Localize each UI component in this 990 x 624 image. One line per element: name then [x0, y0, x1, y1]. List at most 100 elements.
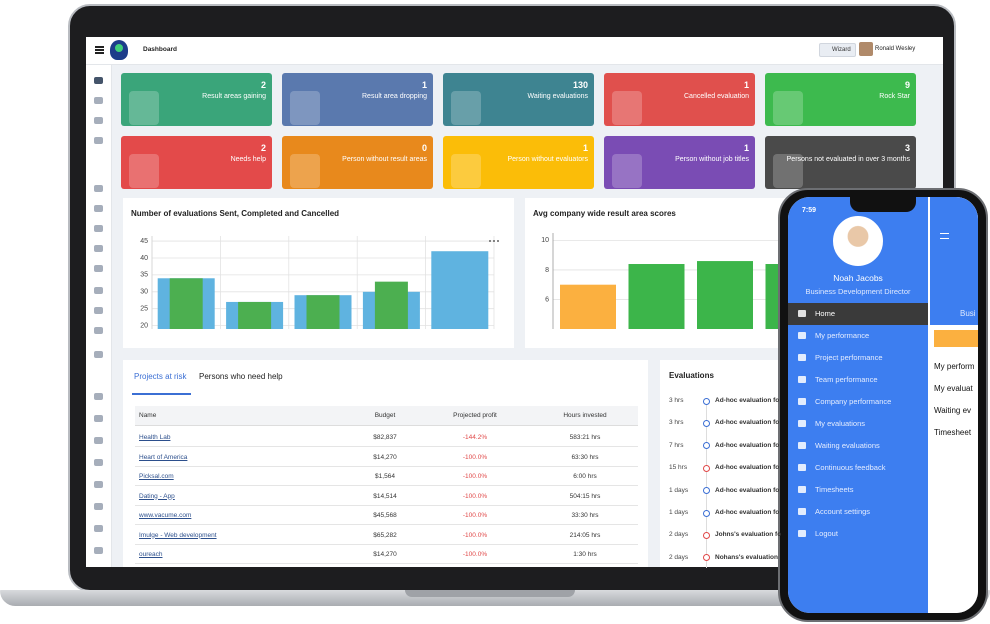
stat-tile[interactable]: 0 Person without result areas: [282, 136, 433, 189]
nav-icon[interactable]: [94, 503, 103, 510]
menu-item[interactable]: My performance: [788, 325, 928, 347]
nav-icon[interactable]: [94, 117, 103, 124]
evaluation-item[interactable]: Ad-hoc evaluation fo: [715, 464, 780, 472]
nav-icon[interactable]: [94, 481, 103, 488]
tile-count: 1: [421, 80, 427, 90]
nav-icon[interactable]: [94, 351, 103, 358]
timeline-dot: [703, 397, 710, 405]
cell: $1,564: [375, 473, 395, 480]
tile-icon: [290, 154, 320, 188]
menu-item[interactable]: Account settings: [788, 501, 928, 523]
menu-icon: [798, 486, 806, 493]
stat-tile[interactable]: 1 Result area dropping: [282, 73, 433, 126]
nav-icon[interactable]: [94, 525, 103, 532]
stat-tile[interactable]: 2 Needs help: [121, 136, 272, 189]
panel-title: Evaluations: [669, 371, 714, 380]
evaluation-item[interactable]: Johns's evaluation fo: [715, 531, 782, 539]
tile-label: Result areas gaining: [202, 93, 266, 100]
nav-icon[interactable]: [94, 185, 103, 192]
menu-item[interactable]: Continuous feedback: [788, 457, 928, 479]
project-link[interactable]: Heart of America: [139, 453, 188, 461]
nav-icon[interactable]: [94, 205, 103, 212]
nav-icon[interactable]: [94, 327, 103, 334]
evaluation-item[interactable]: Ad-hoc evaluation fo: [715, 441, 780, 449]
stat-tile[interactable]: 3 Persons not evaluated in over 3 months: [765, 136, 916, 189]
menu-label: Team performance: [815, 375, 878, 384]
nav-icon[interactable]: [94, 393, 103, 400]
menu-item[interactable]: Logout: [788, 523, 928, 545]
tile-icon: [451, 154, 481, 188]
menu-item[interactable]: Company performance: [788, 391, 928, 413]
nav-icon[interactable]: [94, 245, 103, 252]
evaluation-item[interactable]: Ad-hoc evaluation fo: [715, 419, 780, 427]
tile-label: Person without result areas: [342, 156, 427, 163]
cell: 1:30 hrs: [573, 551, 597, 558]
laptop-notch: [405, 590, 575, 597]
tile-label: Cancelled evaluation: [684, 93, 749, 100]
menu-icon: [798, 530, 806, 537]
stat-tile[interactable]: 1 Person without evaluators: [443, 136, 594, 189]
time-ago: 3 hrs: [669, 419, 684, 427]
stat-tile[interactable]: 130 Waiting evaluations: [443, 73, 594, 126]
tile-label: Rock Star: [879, 93, 910, 100]
list-item[interactable]: My evaluat: [934, 384, 973, 393]
menu-label: Home: [815, 309, 836, 318]
tile-label: Waiting evaluations: [527, 93, 588, 100]
stat-tile[interactable]: 1 Person without job titles: [604, 136, 755, 189]
nav-icon[interactable]: [94, 459, 103, 466]
project-link[interactable]: Health Lab: [139, 434, 171, 441]
list-item[interactable]: Waiting ev: [934, 406, 972, 415]
list-item[interactable]: Timesheet: [934, 428, 972, 437]
tile-count: 2: [260, 80, 266, 90]
nav-icon[interactable]: [94, 97, 103, 104]
nav-icon[interactable]: [94, 307, 103, 314]
project-link[interactable]: Picksal.com: [139, 473, 174, 480]
stat-tile[interactable]: 9 Rock Star: [765, 73, 916, 126]
menu-item[interactable]: Team performance: [788, 369, 928, 391]
project-link[interactable]: Imulge - Web development: [139, 531, 217, 539]
evaluation-item[interactable]: Ad-hoc evaluation fo: [715, 486, 780, 494]
nav-icon[interactable]: [94, 265, 103, 272]
timeline-dot: [703, 419, 710, 427]
time-ago: 2 days: [669, 553, 689, 561]
nav-icon[interactable]: [94, 287, 103, 294]
evaluation-item[interactable]: Nohans's evaluation: [715, 553, 778, 561]
menu-item[interactable]: My evaluations: [788, 413, 928, 435]
user-avatar[interactable]: [859, 42, 873, 56]
menu-item[interactable]: Timesheets: [788, 479, 928, 501]
time-ago: 7 hrs: [669, 441, 684, 449]
menu-icon: [798, 354, 806, 361]
tile-count: 1: [743, 80, 749, 90]
project-link[interactable]: www.vacume.com: [139, 512, 192, 519]
user-name[interactable]: Ronald Wesley: [875, 46, 916, 52]
tab[interactable]: Persons who need help: [199, 372, 283, 381]
app-bar: [930, 197, 978, 325]
nav-icon[interactable]: [94, 547, 103, 554]
menu-button[interactable]: [95, 46, 104, 54]
nav-icon[interactable]: [94, 225, 103, 232]
stat-tile[interactable]: 2 Result areas gaining: [121, 73, 272, 126]
stat-tile[interactable]: 1 Cancelled evaluation: [604, 73, 755, 126]
tab[interactable]: Projects at risk: [134, 372, 187, 381]
menu-item[interactable]: Home: [788, 303, 928, 325]
wizard-button[interactable]: Wizard: [819, 43, 856, 57]
menu-button[interactable]: [940, 233, 949, 239]
nav-icon[interactable]: [94, 137, 103, 144]
project-link[interactable]: Dating - App: [139, 492, 175, 500]
menu-item[interactable]: Waiting evaluations: [788, 435, 928, 457]
nav-icon[interactable]: [94, 77, 103, 84]
nav-icon[interactable]: [94, 437, 103, 444]
project-link[interactable]: oureach: [139, 551, 163, 558]
evaluation-item[interactable]: Ad-hoc evaluation fo: [715, 509, 780, 516]
evaluation-item[interactable]: Ad-hoc evaluation fo: [715, 397, 780, 404]
row-divider: [135, 446, 638, 447]
tile-icon: [773, 154, 803, 188]
menu-label: Waiting evaluations: [815, 441, 880, 450]
menu-item[interactable]: Project performance: [788, 347, 928, 369]
menu-label: My evaluations: [815, 419, 866, 428]
menu-icon: [798, 398, 806, 405]
nav-icon[interactable]: [94, 415, 103, 422]
list-item[interactable]: My perform: [934, 362, 975, 371]
cell: 504:15 hrs: [569, 492, 601, 500]
chart-panel: [123, 198, 514, 348]
